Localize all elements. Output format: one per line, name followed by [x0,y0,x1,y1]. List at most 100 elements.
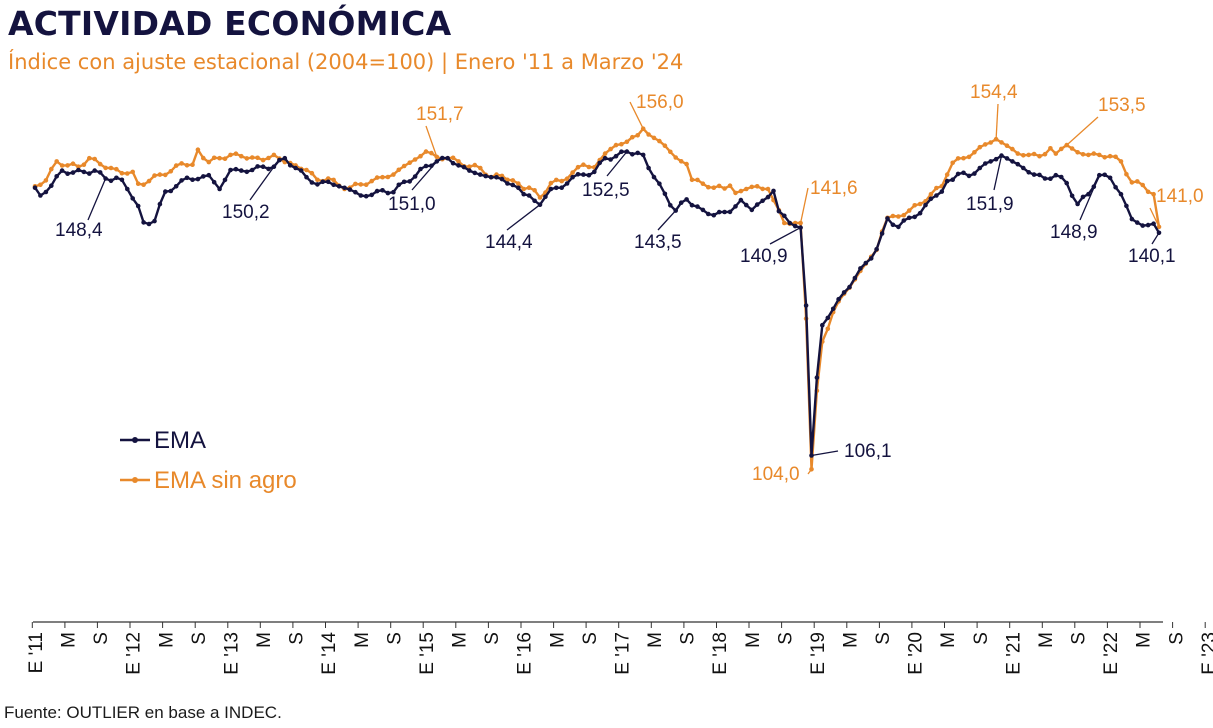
data-point-ema-sin-agro [249,155,255,160]
data-point-ema-sin-agro [173,163,179,168]
data-point-ema [879,231,885,236]
x-tick-label: E '14 [319,632,340,675]
data-point-ema [934,193,939,198]
data-point-ema [331,182,336,188]
data-point-ema-sin-agro [418,153,423,159]
data-point-ema-sin-agro [532,188,537,193]
chart-subtitle: Índice con ajuste estacional (2004=100) … [8,50,684,74]
data-point-ema-sin-agro [184,163,190,168]
data-point-ema [478,172,483,177]
data-point-ema-sin-agro [700,181,706,186]
x-tick-label: E '20 [906,632,927,675]
data-point-ema-sin-agro [304,167,309,173]
data-point-ema [988,159,993,164]
x-tick-label: M [1134,632,1155,648]
data-point-ema-sin-agro [81,162,87,167]
data-point-ema [901,218,907,223]
data-point-ema [488,174,494,180]
data-point-ema-sin-agro [396,167,402,173]
x-tick-label: M [841,632,862,648]
data-point-ema [304,174,309,180]
data-point-ema-sin-agro [450,155,456,161]
data-point-ema-sin-agro [1140,182,1145,188]
data-point-ema-sin-agro [955,156,961,161]
data-point-ema-sin-agro [412,157,418,162]
data-point-ema-sin-agro [754,184,760,189]
annotation-label: 144,4 [485,232,533,253]
data-point-ema [1069,193,1075,199]
data-point-ema [38,193,43,198]
data-point-ema-sin-agro [1042,151,1048,157]
data-point-ema [173,184,179,189]
data-point-ema-sin-agro [43,178,49,183]
data-point-ema [114,175,119,181]
annotation-label: 150,2 [222,202,270,223]
legend-dot-ema [132,437,138,443]
data-point-ema-sin-agro [135,181,141,186]
data-point-ema [744,202,749,208]
data-point-ema-sin-agro [146,178,152,184]
data-point-ema [499,176,505,182]
data-point-ema-sin-agro [1010,146,1015,152]
data-point-ema [380,188,385,193]
data-point-ema-sin-agro [1129,180,1135,185]
data-point-ema [412,174,418,179]
data-point-ema [564,181,570,186]
data-point-ema [749,207,755,213]
data-point-ema-sin-agro [499,173,505,179]
data-point-ema-sin-agro [429,150,434,156]
data-point-ema [782,213,787,219]
data-point-ema-sin-agro [358,182,364,187]
x-tick-label: E '21 [1003,632,1024,675]
data-point-ema [825,315,831,321]
x-tick-label: S [287,632,308,645]
annotation-label: 154,4 [970,82,1018,103]
data-point-ema-sin-agro [689,177,695,183]
x-tick-label: S [91,632,112,645]
data-point-ema-sin-agro [575,164,581,170]
data-point-ema-sin-agro [456,159,461,164]
data-point-ema-sin-agro [97,161,103,167]
data-point-ema-sin-agro [353,181,358,187]
data-point-ema-sin-agro [423,149,429,154]
data-point-ema-sin-agro [38,182,43,188]
data-point-ema-sin-agro [1048,146,1053,151]
data-point-ema [754,202,760,207]
data-point-ema-sin-agro [54,159,59,164]
data-point-ema [1086,191,1091,197]
data-point-ema-sin-agro [1053,151,1059,156]
data-point-ema [228,167,233,173]
data-point-ema [820,322,825,328]
data-point-ema [961,170,966,176]
data-point-ema [190,177,195,182]
data-point-ema [575,172,581,177]
x-tick-label: M [1036,632,1057,648]
data-point-ema [814,375,820,380]
data-point-ema [1010,159,1015,164]
x-tick-label: S [189,632,210,645]
annotation-label: 156,0 [636,92,684,113]
legend-dot-ema-sin-agro [132,477,138,483]
data-point-ema-sin-agro [49,166,54,172]
x-tick-label: E '19 [808,632,829,675]
data-point-ema [803,303,809,308]
data-point-ema-sin-agro [744,186,749,192]
data-point-ema [526,193,532,198]
data-point-ema [771,188,776,194]
data-point-ema [689,202,695,208]
annotation-leader [1149,207,1160,228]
x-tick-label: E '16 [515,632,536,675]
data-point-ema [249,167,255,173]
data-point-ema [906,215,912,221]
data-point-ema [407,179,413,184]
data-point-ema-sin-agro [966,154,972,160]
annotation-label: 153,5 [1098,95,1146,116]
data-point-ema-sin-agro [564,176,570,181]
data-point-ema-sin-agro [478,165,483,171]
data-point-ema-sin-agro [749,184,755,190]
data-point-ema [315,182,320,187]
data-point-ema [841,290,847,295]
data-point-ema [152,218,157,224]
data-point-ema [456,163,461,168]
data-point-ema [581,172,586,177]
